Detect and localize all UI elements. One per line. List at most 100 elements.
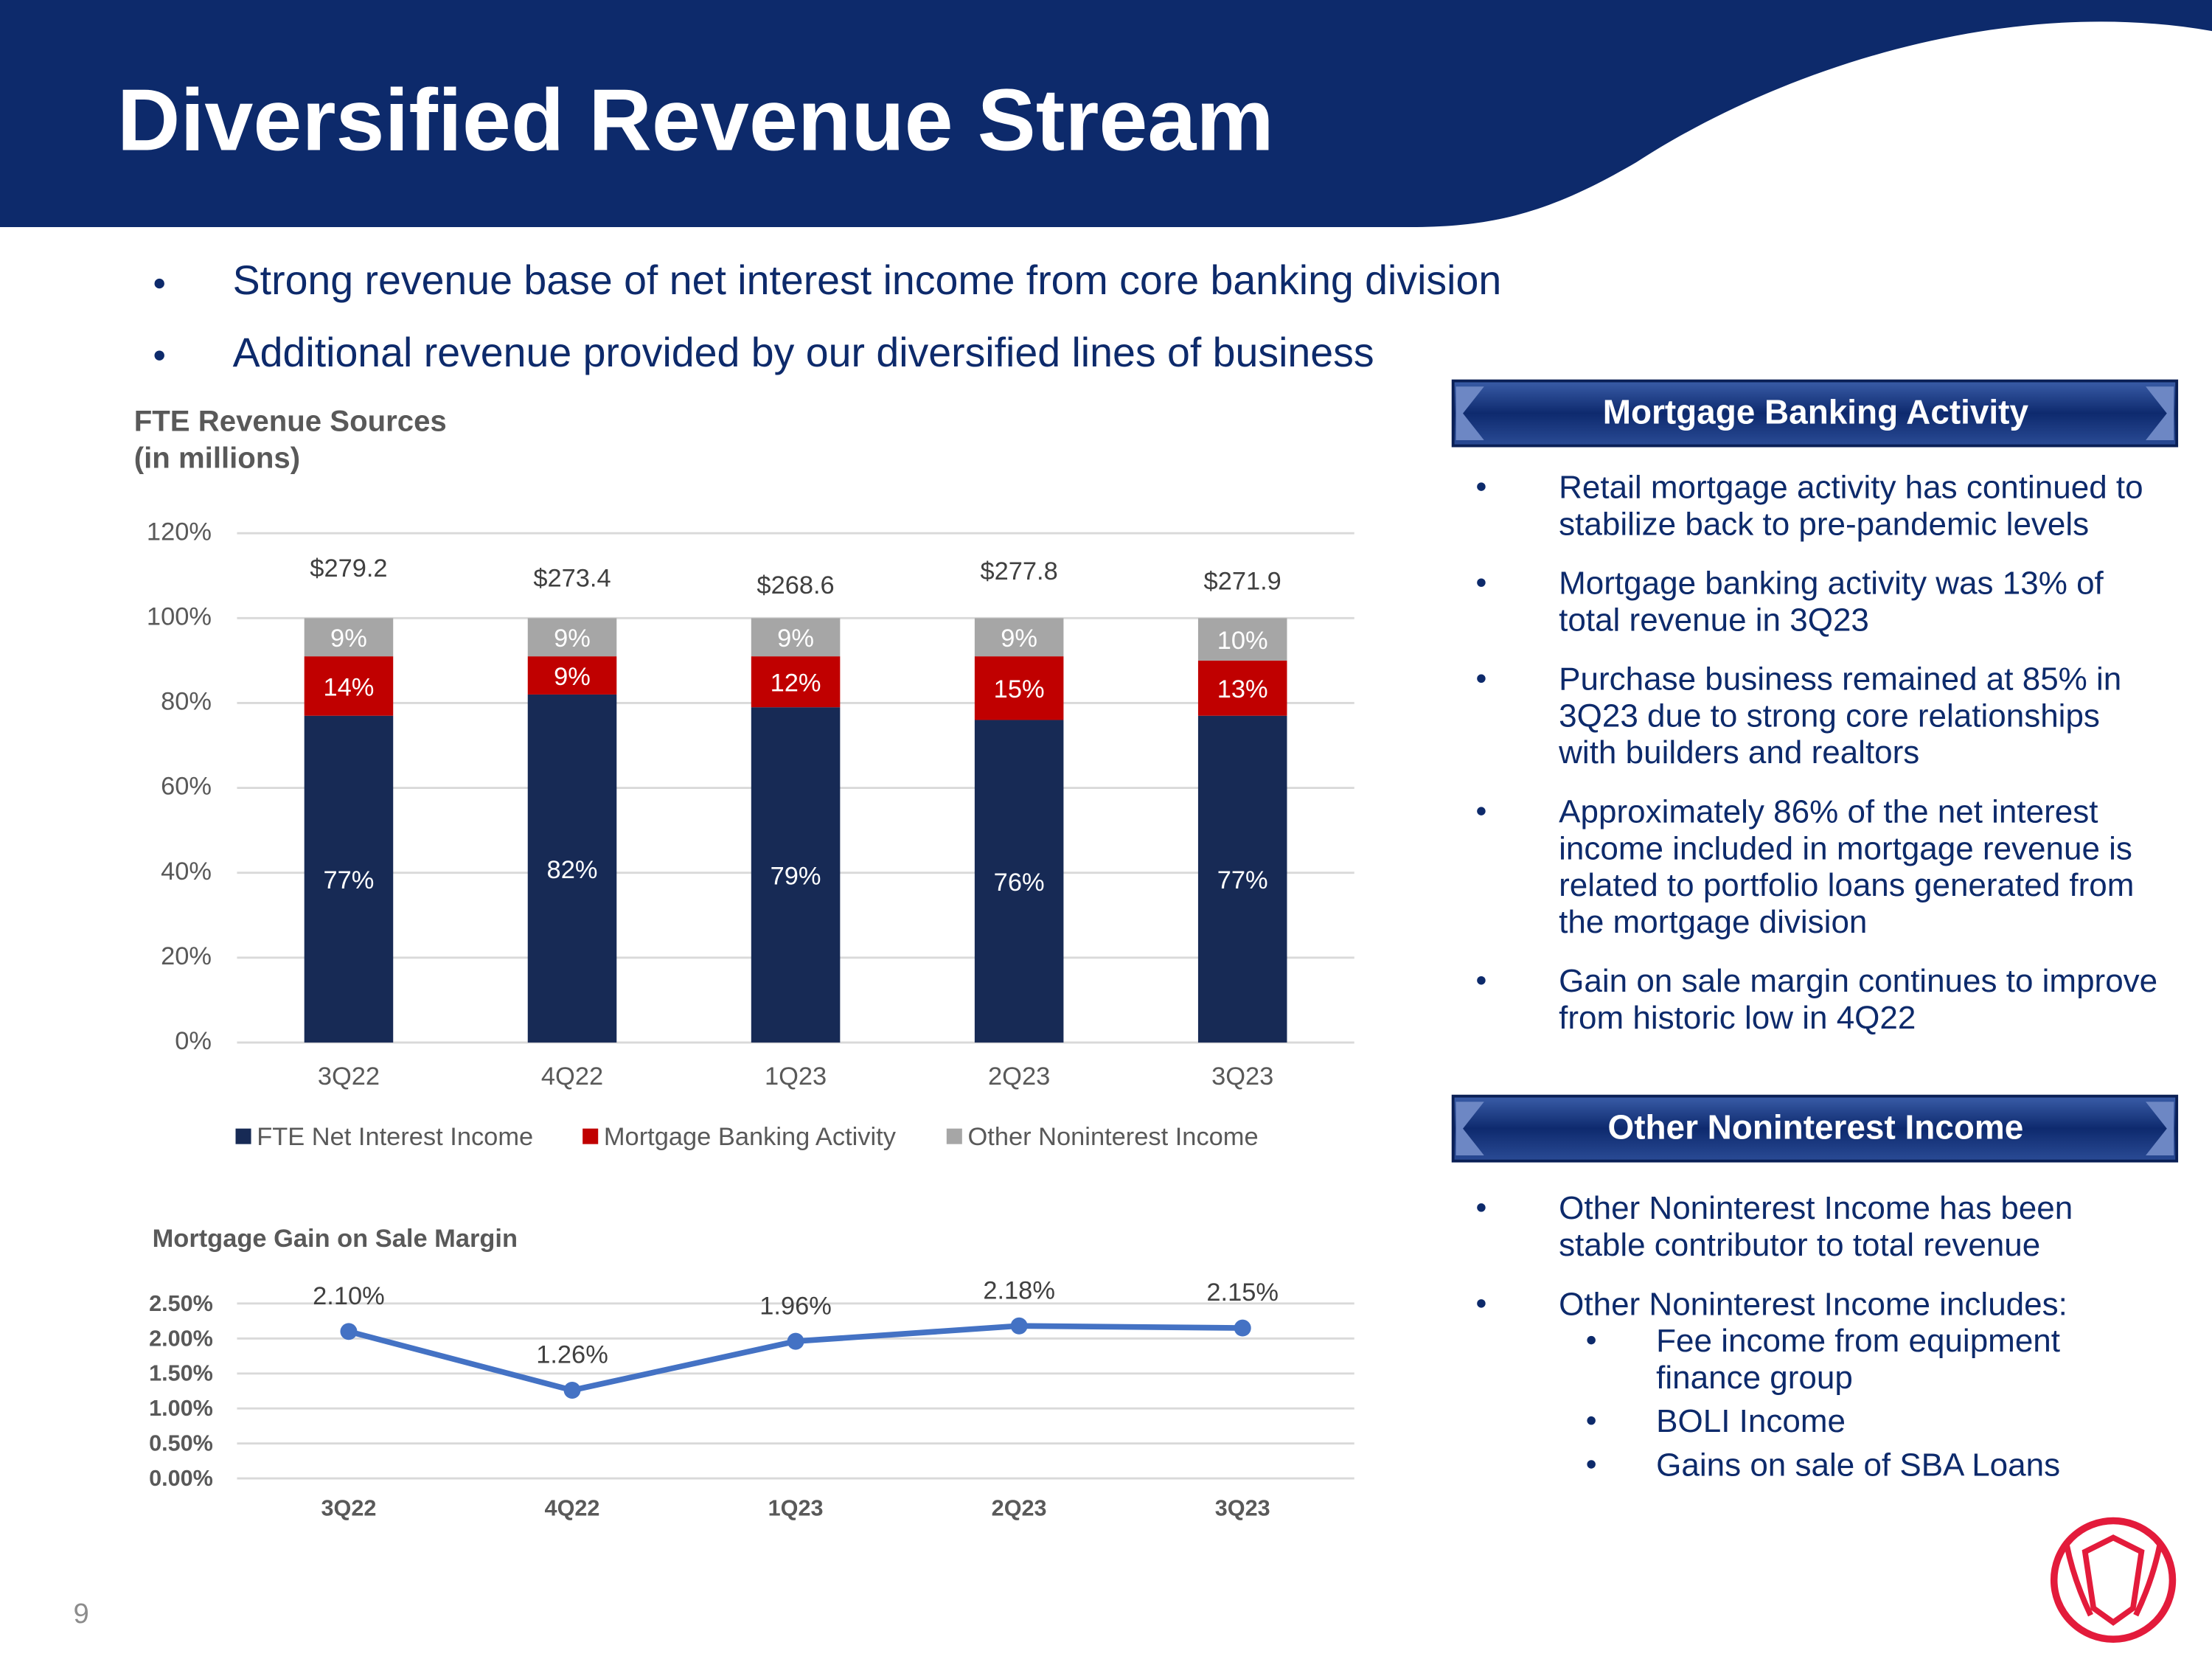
panel-text: income included in mortgage revenue is: [1559, 830, 2132, 866]
y-tick-label: 1.00%: [149, 1396, 213, 1421]
panel-heading-arrow: [1455, 386, 1484, 440]
x-tick-label: 3Q22: [321, 1495, 377, 1520]
x-tick-label: 1Q23: [765, 1062, 827, 1091]
panel-text: with builders and realtors: [1558, 734, 1919, 771]
x-tick-label: 4Q22: [545, 1495, 600, 1520]
panel-heading-arrow: [2146, 1102, 2174, 1155]
bar-segment: [974, 656, 1064, 720]
panel-text: finance group: [1656, 1360, 1853, 1396]
panel-text: Purchase business remained at 85% in: [1559, 661, 2121, 698]
bar-segment: [304, 618, 394, 657]
panel-text: the mortgage division: [1559, 904, 1867, 940]
x-tick-label: 1Q23: [768, 1495, 824, 1520]
bar-segment: [1197, 618, 1287, 661]
legend-swatch: [946, 1128, 962, 1144]
legend-swatch: [235, 1128, 251, 1144]
total-label: $268.6: [757, 571, 834, 599]
bar-value-label: 77%: [324, 866, 375, 894]
y-tick-label: 2.00%: [149, 1326, 213, 1351]
y-tick-label: 0%: [175, 1027, 212, 1055]
bullet-dot: [154, 350, 164, 361]
logo: [2050, 1517, 2177, 1643]
y-tick-label: 120%: [147, 518, 212, 546]
point-label: 2.10%: [313, 1282, 385, 1310]
bullet-dot: [1477, 807, 1486, 815]
line-point: [340, 1323, 358, 1340]
bar-segment: [527, 656, 617, 695]
panel-text: stable contributor to total revenue: [1559, 1227, 2040, 1263]
page-number: 9: [73, 1598, 88, 1630]
bullet-dot: [1587, 1335, 1596, 1345]
bar-segment: [1197, 715, 1287, 1043]
bullet-dot: [1477, 1203, 1486, 1212]
panel-heading-arrow: [1455, 1102, 1484, 1155]
bar-value-label: 9%: [330, 625, 367, 653]
bar-value-label: 9%: [554, 625, 591, 653]
line-point: [1234, 1319, 1251, 1337]
panel-text: Gain on sale margin continues to improve: [1559, 963, 2157, 999]
panel-text: BOLI Income: [1656, 1403, 1846, 1439]
bar-segment: [527, 618, 617, 657]
panel-text: related to portfolio loans generated fro…: [1559, 867, 2134, 903]
bullet-dot: [1587, 1460, 1596, 1469]
bar-segment: [974, 720, 1064, 1043]
bar-segment: [1197, 660, 1287, 716]
point-label: 2.18%: [983, 1276, 1055, 1304]
panel-heading-bar: [1451, 379, 2179, 448]
bullet-dot: [1477, 674, 1486, 684]
panel-text: Other Noninterest Income includes:: [1559, 1286, 2067, 1322]
bar-value-label: 10%: [1217, 627, 1268, 655]
total-label: $279.2: [310, 554, 387, 582]
bar-segment: [751, 707, 841, 1043]
y-tick-label: 0.50%: [149, 1431, 213, 1456]
x-tick-label: 4Q22: [541, 1062, 603, 1091]
point-label: 1.96%: [759, 1292, 832, 1320]
legend-label: Mortgage Banking Activity: [604, 1123, 897, 1151]
header-band: [0, 0, 2212, 228]
line-point: [787, 1332, 804, 1350]
panel-heading-arrow: [2146, 386, 2174, 440]
legend-swatch: [582, 1128, 599, 1144]
point-label: 1.26%: [536, 1341, 608, 1369]
bar-segment: [751, 618, 841, 657]
panel-text: 3Q23 due to strong core relationships: [1559, 698, 2100, 734]
bar-value-label: 14%: [324, 673, 375, 701]
line-point: [1010, 1317, 1028, 1335]
x-tick-label: 2Q23: [992, 1495, 1047, 1520]
panel-text: Other Noninterest Income has been: [1559, 1190, 2073, 1226]
legend-label: FTE Net Interest Income: [257, 1123, 533, 1151]
y-tick-label: 0.00%: [149, 1466, 213, 1491]
legend-label: Other Noninterest Income: [967, 1123, 1258, 1151]
bar-segment: [304, 656, 394, 716]
y-tick-label: 2.50%: [149, 1291, 213, 1316]
line-point: [563, 1382, 581, 1399]
panel-text: stabilize back to pre-pandemic levels: [1559, 506, 2089, 542]
bar-value-label: 9%: [1001, 625, 1037, 653]
bar-segment: [527, 694, 617, 1043]
bullet-dot: [1587, 1416, 1596, 1425]
bar-value-label: 9%: [554, 663, 591, 691]
slide-title: Diversified Revenue Stream: [117, 72, 1274, 170]
x-tick-label: 2Q23: [988, 1062, 1050, 1091]
x-tick-label: 3Q22: [318, 1062, 380, 1091]
panel-text: Fee income from equipment: [1656, 1323, 2060, 1359]
y-tick-label: 1.50%: [149, 1361, 213, 1386]
panel-heading: Mortgage Banking Activity: [1603, 393, 2029, 431]
panel-text: Mortgage banking activity was 13% of: [1559, 566, 2104, 602]
chart-title: FTE Revenue Sources: [134, 405, 447, 438]
bullet-dot: [1477, 482, 1486, 491]
bar-value-label: 79%: [771, 862, 821, 890]
bar-segment: [974, 618, 1064, 657]
x-tick-label: 3Q23: [1211, 1062, 1273, 1091]
bar-value-label: 9%: [777, 625, 814, 653]
total-label: $277.8: [980, 557, 1057, 585]
panel-heading: Other Noninterest Income: [1608, 1108, 2024, 1147]
bullet-text: Additional revenue provided by our diver…: [233, 330, 1374, 375]
panel-text: from historic low in 4Q22: [1559, 1000, 1916, 1036]
bar-value-label: 13%: [1217, 675, 1268, 703]
bar-value-label: 12%: [771, 669, 821, 698]
panel-text: total revenue in 3Q23: [1559, 602, 1869, 638]
y-tick-label: 100%: [147, 602, 212, 630]
y-tick-label: 20%: [161, 942, 212, 970]
